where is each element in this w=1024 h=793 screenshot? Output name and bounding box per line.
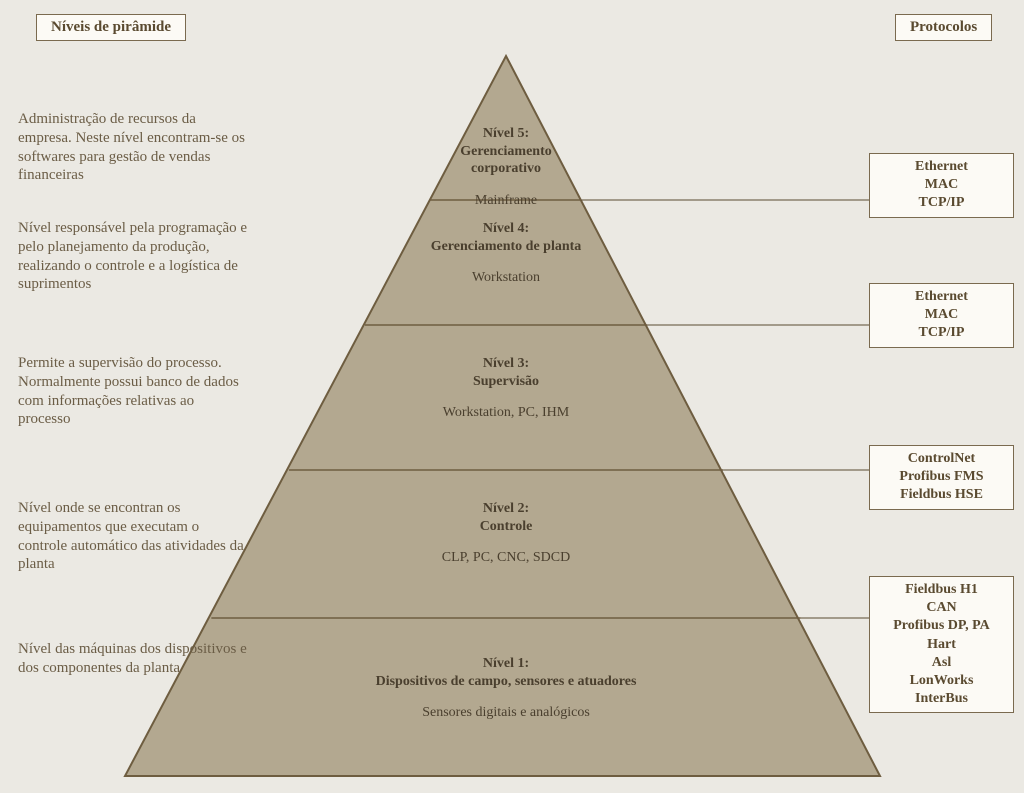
protocol-line: Ethernet [880,288,1003,306]
level-detail: Workstation [421,269,591,287]
header-right: Protocolos [895,14,992,41]
protocol-line: CAN [880,599,1003,617]
level-detail: Workstation, PC, IHM [401,404,611,422]
level-desc-2: Nível onde se encontran os equipamentos … [18,499,248,574]
protocol-line: Profibus FMS [880,468,1003,486]
protocol-line: Profibus DP, PA [880,617,1003,635]
protocol-line: MAC [880,306,1003,324]
protocol-line: TCP/IP [880,194,1003,212]
level-subtitle: Gerenciamento de planta [421,238,591,256]
pyramid-level-3: Nível 3:Supervisão Workstation, PC, IHM [401,355,611,422]
protocol-line: InterBus [880,690,1003,708]
level-title: Nível 1: [306,655,706,673]
level-title: Nível 4: [421,220,591,238]
header-left: Níveis de pirâmide [36,14,186,41]
level-subtitle: Gerenciamento corporativo [431,143,581,178]
level-title: Nível 3: [401,355,611,373]
protocol-line: Fieldbus HSE [880,486,1003,504]
protocol-line: Asl [880,654,1003,672]
level-subtitle: Dispositivos de campo, sensores e atuado… [306,673,706,691]
protocol-box-3: Fieldbus H1CANProfibus DP, PAHartAslLonW… [869,576,1014,713]
level-desc-4: Nível responsável pela programação e pel… [18,219,248,294]
pyramid-level-5: Nível 5:Gerenciamento corporativo Mainfra… [431,125,581,209]
level-detail: CLP, PC, CNC, SDCD [386,549,626,567]
level-desc-1: Nível das máquinas dos dispositivos e do… [18,640,248,678]
level-title: Nível 5: [431,125,581,143]
protocol-box-2: ControlNetProfibus FMSFieldbus HSE [869,445,1014,510]
level-subtitle: Supervisão [401,373,611,391]
protocol-line: ControlNet [880,450,1003,468]
level-detail: Mainframe [431,192,581,210]
protocol-line: TCP/IP [880,324,1003,342]
protocol-line: LonWorks [880,672,1003,690]
pyramid-level-2: Nível 2:Controle CLP, PC, CNC, SDCD [386,500,626,567]
level-title: Nível 2: [386,500,626,518]
level-detail: Sensores digitais e analógicos [306,704,706,722]
pyramid-level-4: Nível 4:Gerenciamento de planta Workstati… [421,220,591,287]
level-subtitle: Controle [386,518,626,536]
protocol-line: Hart [880,636,1003,654]
level-desc-3: Permite a supervisão do processo. Normal… [18,354,248,429]
level-desc-5: Administração de recursos da empresa. Ne… [18,110,248,185]
protocol-box-1: EthernetMACTCP/IP [869,283,1014,348]
protocol-box-0: EthernetMACTCP/IP [869,153,1014,218]
protocol-line: Fieldbus H1 [880,581,1003,599]
protocol-line: MAC [880,176,1003,194]
pyramid-level-1: Nível 1:Dispositivos de campo, sensores … [306,655,706,722]
protocol-line: Ethernet [880,158,1003,176]
